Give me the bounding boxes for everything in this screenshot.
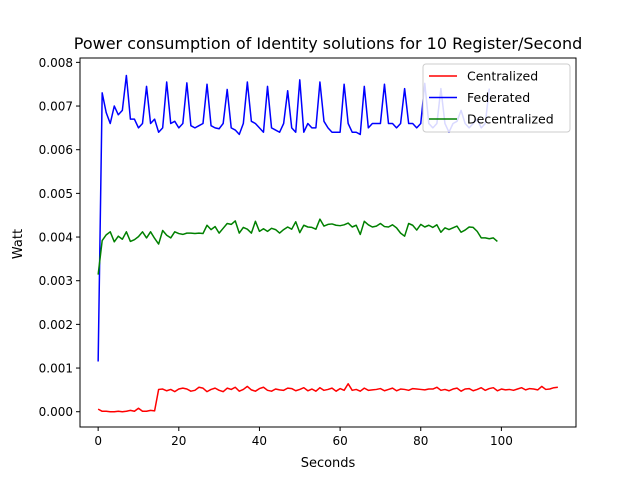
legend: Centralized Federated Decentralized — [422, 63, 571, 133]
y-tick-label: 0.002 — [39, 318, 73, 332]
y-tick-label: 0.004 — [39, 231, 73, 245]
x-tick-label: 40 — [252, 434, 267, 448]
y-tick-label: 0.003 — [39, 274, 73, 288]
legend-label-decentralized: Decentralized — [467, 112, 554, 127]
y-tick-label: 0.006 — [39, 143, 73, 157]
chart-title: Power consumption of Identity solutions … — [74, 34, 583, 53]
x-tick-label: 100 — [490, 434, 513, 448]
y-tick-label: 0.007 — [39, 100, 73, 114]
y-tick-label: 0.000 — [39, 405, 73, 419]
x-tick-label: 20 — [171, 434, 186, 448]
x-tick-label: 0 — [94, 434, 102, 448]
plot-area: 0 20 40 60 80 100 0.000 0.001 0.002 0.003 0.004 0.0… — [39, 56, 577, 448]
y-tick-label: 0.001 — [39, 362, 73, 376]
x-tick-label: 80 — [413, 434, 428, 448]
x-tick-label: 60 — [332, 434, 347, 448]
series-line-decentralized — [97, 218, 498, 275]
y-tick-label: 0.008 — [39, 56, 73, 70]
legend-box — [422, 63, 571, 133]
legend-label-centralized: Centralized — [467, 69, 538, 84]
x-axis-label: Seconds — [301, 456, 356, 471]
y-tick-label: 0.005 — [39, 187, 73, 201]
plot-frame — [79, 57, 577, 428]
legend-label-federated: Federated — [467, 90, 530, 105]
y-axis-label: Watt — [11, 229, 26, 259]
series-line-centralized — [97, 383, 558, 413]
